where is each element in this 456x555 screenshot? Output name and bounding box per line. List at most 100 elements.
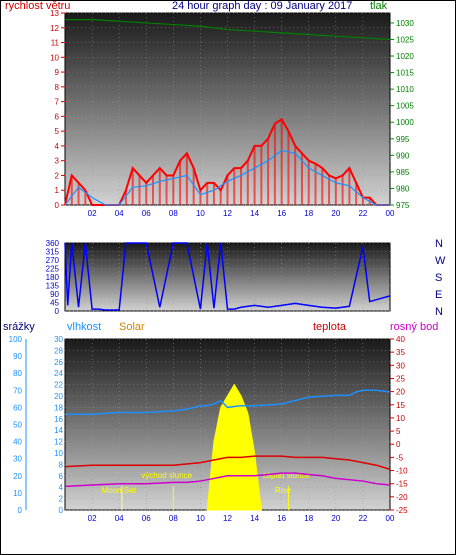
compass-label: W xyxy=(435,255,446,267)
temperature-tick-label: -25 xyxy=(396,506,408,515)
x-tick-label: 08 xyxy=(169,514,178,523)
compass-label: E xyxy=(435,289,442,301)
axis-labels: 0123456789101112139759809859909951000100… xyxy=(9,9,446,523)
rain-tick-label: 30 xyxy=(13,455,22,464)
solar-area xyxy=(206,383,262,511)
humidity-panel-marks: východ slunce západ slunce Moon Set Rise xyxy=(64,383,391,511)
x-tick-label: 06 xyxy=(142,514,151,523)
x-tick-label: 04 xyxy=(115,209,124,218)
x-tick-label: 20 xyxy=(331,209,340,218)
moon-set-label: Moon Set xyxy=(102,486,137,495)
compass-label: N xyxy=(435,306,443,318)
x-tick-label: 20 xyxy=(331,514,340,523)
pressure-tick-label: 980 xyxy=(396,184,410,193)
temperature-tick-label: 20 xyxy=(396,388,405,397)
humidity-tick-label: 22 xyxy=(54,381,63,390)
wind-direction-line xyxy=(64,242,391,311)
temperature-tick-label: 10 xyxy=(396,414,405,423)
humidity-tick-label: 4 xyxy=(59,483,64,492)
pressure-tick-label: 1030 xyxy=(396,19,414,28)
x-tick-label: 12 xyxy=(223,209,232,218)
humidity-line xyxy=(65,389,391,415)
rain-tick-label: 20 xyxy=(13,472,22,481)
humidity-tick-label: 24 xyxy=(54,369,63,378)
wind-tick-label: 9 xyxy=(55,68,60,77)
dewpoint-axis-title: rosný bod xyxy=(390,321,439,333)
wind-tick-label: 4 xyxy=(55,142,60,151)
direction-tick-label: 0 xyxy=(55,307,60,316)
pressure-tick-label: 1005 xyxy=(396,102,414,111)
temperature-tick-label: 25 xyxy=(396,374,405,383)
rain-tick-label: 10 xyxy=(13,489,22,498)
humidity-panel-grid xyxy=(65,338,390,511)
direction-tick-label: 270 xyxy=(46,256,60,265)
wind-tick-label: 11 xyxy=(51,39,60,48)
x-tick-label: 00 xyxy=(386,514,395,523)
x-tick-label: 10 xyxy=(196,514,205,523)
wind-tick-label: 12 xyxy=(50,24,59,33)
humidity-tick-label: 14 xyxy=(54,426,63,435)
wind-tick-label: 2 xyxy=(55,171,60,180)
pressure-tick-label: 990 xyxy=(396,151,410,160)
compass-label: S xyxy=(435,272,442,284)
pressure-line xyxy=(65,19,391,41)
wind-tick-label: 8 xyxy=(55,83,60,92)
x-tick-label: 14 xyxy=(250,514,259,523)
humidity-tick-label: 16 xyxy=(54,415,63,424)
wind-tick-label: 13 xyxy=(50,9,59,18)
x-tick-label: 12 xyxy=(223,514,232,523)
pressure-tick-label: 985 xyxy=(396,168,410,177)
temperature-tick-label: -15 xyxy=(396,480,408,489)
temperature-tick-label: 0 xyxy=(396,440,401,449)
compass-label: N xyxy=(435,238,443,250)
dewpoint-line xyxy=(64,472,391,488)
humidity-tick-label: 30 xyxy=(54,335,63,344)
humidity-axis-title: vlhkost xyxy=(67,321,102,333)
pressure-tick-label: 1010 xyxy=(396,85,414,94)
humidity-tick-label: 12 xyxy=(54,438,63,447)
wind-tick-label: 5 xyxy=(55,127,60,136)
humidity-tick-label: 18 xyxy=(54,403,63,412)
temperature-axis-title: teplota xyxy=(313,321,347,333)
chart-title: 24 hour graph day : 09 January 2017 xyxy=(172,0,353,12)
wind-tick-label: 7 xyxy=(55,98,60,107)
x-tick-label: 02 xyxy=(88,514,97,523)
direction-tick-label: 360 xyxy=(46,239,60,248)
temperature-tick-label: 5 xyxy=(396,427,401,436)
humidity-tick-label: 10 xyxy=(54,449,63,458)
temperature-tick-label: -20 xyxy=(396,493,408,502)
pressure-tick-label: 1000 xyxy=(396,118,414,127)
solar-axis-title: Solar xyxy=(119,321,145,333)
humidity-tick-label: 28 xyxy=(54,346,63,355)
x-tick-label: 00 xyxy=(386,209,395,218)
humidity-tick-label: 2 xyxy=(59,495,64,504)
x-tick-label: 14 xyxy=(250,209,259,218)
humidity-tick-label: 20 xyxy=(54,392,63,401)
wind-axis-title: rychlost větru xyxy=(5,0,71,12)
x-tick-label: 16 xyxy=(277,514,286,523)
humidity-tick-label: 6 xyxy=(59,472,64,481)
x-tick-label: 06 xyxy=(142,209,151,218)
x-tick-label: 08 xyxy=(169,209,178,218)
x-tick-label: 22 xyxy=(358,514,367,523)
x-tick-label: 18 xyxy=(304,209,313,218)
direction-tick-label: 225 xyxy=(46,265,60,274)
pressure-tick-label: 995 xyxy=(396,135,410,144)
temperature-tick-label: 35 xyxy=(396,348,405,357)
x-tick-label: 18 xyxy=(304,514,313,523)
direction-panel-grid xyxy=(65,242,390,312)
rain-tick-label: 70 xyxy=(13,386,22,395)
direction-tick-label: 90 xyxy=(50,290,59,299)
direction-tick-label: 315 xyxy=(46,248,60,257)
direction-tick-label: 45 xyxy=(50,299,59,308)
wind-tick-label: 1 xyxy=(55,186,60,195)
pressure-tick-label: 1015 xyxy=(396,69,414,78)
humidity-tick-label: 0 xyxy=(59,506,64,515)
rain-tick-label: 0 xyxy=(18,506,23,515)
direction-tick-label: 180 xyxy=(46,273,60,282)
x-tick-label: 10 xyxy=(196,209,205,218)
rain-tick-label: 90 xyxy=(13,352,22,361)
temperature-tick-label: -5 xyxy=(396,453,404,462)
x-tick-label: 02 xyxy=(88,209,97,218)
